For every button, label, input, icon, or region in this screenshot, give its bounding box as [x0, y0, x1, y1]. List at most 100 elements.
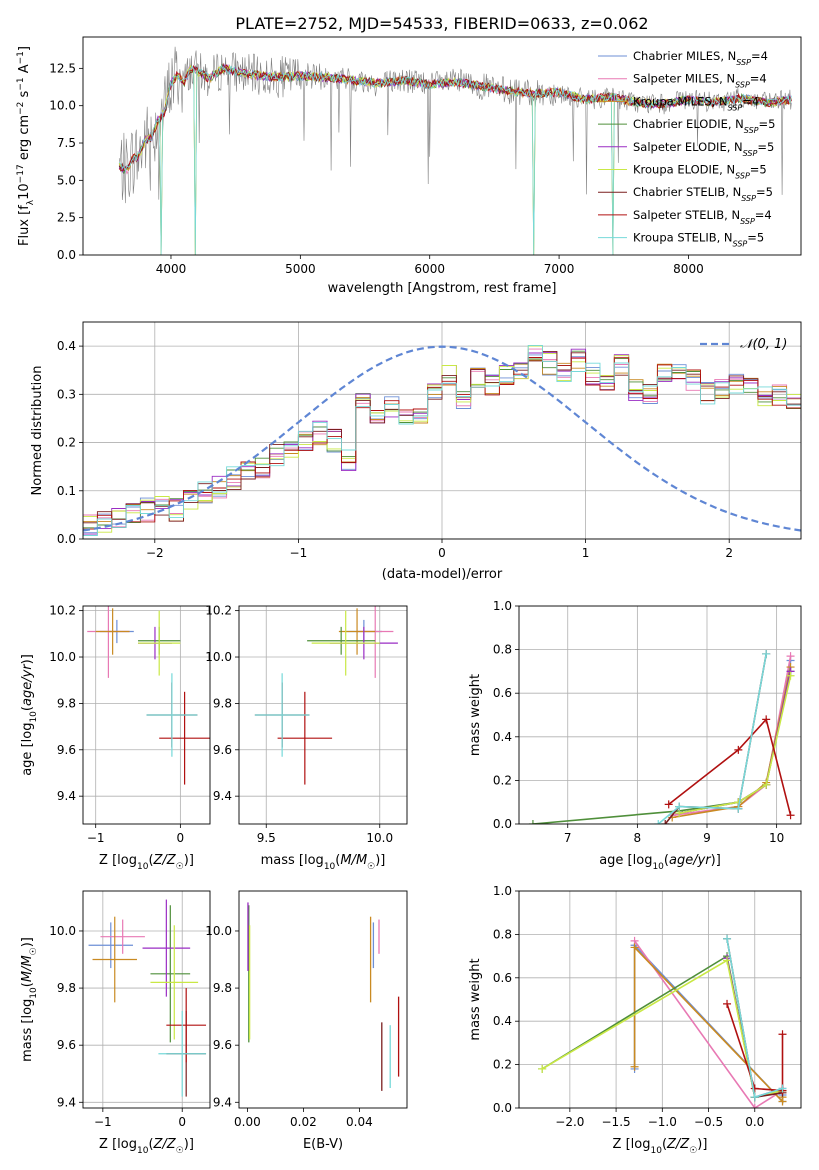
- legend-label-part: Salpeter ELODIE, N: [633, 140, 743, 154]
- legend-label-part: =4: [751, 49, 768, 63]
- label-part: )]: [184, 1137, 194, 1152]
- y-tick-label: 0.6: [493, 686, 512, 700]
- weight-marker-salpeter_miles: [786, 652, 795, 661]
- legend-label-part: =4: [755, 208, 772, 222]
- label-part: )]: [375, 853, 385, 868]
- label-part: erg cm: [17, 115, 32, 164]
- label-part: (: [148, 853, 153, 868]
- x-tick-label: 8: [634, 831, 642, 845]
- y-axis-label: Flux [fλ10−17 erg cm−2 s−1 A−1]: [16, 46, 36, 246]
- label-part: age/yr: [669, 853, 712, 868]
- y-tick-label: 9.8: [57, 981, 76, 995]
- model-spectrum-kroupa_stelib: [118, 64, 792, 255]
- y-tick-label: 0.6: [493, 971, 512, 985]
- label-part: (: [148, 1137, 153, 1152]
- x-axis-label: wavelength [Angstrom, rest frame]: [328, 281, 557, 296]
- x-tick-label: 0.02: [290, 1115, 317, 1129]
- label-part: Z [log: [99, 1137, 137, 1152]
- x-axis-label: mass [log10(M/M☉)]: [261, 853, 386, 872]
- legend-label-part: =5: [750, 163, 767, 177]
- x-tick-label: 0: [178, 1115, 186, 1129]
- weight-line-salpeter_miles: [633, 940, 783, 1108]
- y-tick-label: 10.2: [49, 604, 76, 618]
- y-tick-label: 0.2: [493, 773, 512, 787]
- y-tick-label: 9.8: [213, 696, 232, 710]
- label-part: 10: [324, 862, 336, 872]
- label-part: Z [log: [613, 1137, 651, 1152]
- y-tick-label: 9.6: [213, 1038, 232, 1052]
- histogram-chabrier_miles: [83, 354, 801, 539]
- label-part: Z/Z: [666, 1137, 690, 1152]
- label-part: −17: [16, 164, 26, 183]
- label-part: age/yr: [20, 663, 35, 706]
- label-part: )]: [20, 654, 35, 664]
- weight-marker-chabrier_stelib: [661, 820, 670, 824]
- figure-title: PLATE=2752, MJD=54533, FIBERID=0633, z=0…: [235, 14, 648, 33]
- legend-label-part: Kroupa MILES, N: [633, 94, 728, 108]
- y-tick-label: 9.6: [213, 743, 232, 757]
- weight-marker-kroupa_elodie: [762, 780, 771, 789]
- y-tick-label: 0.8: [493, 927, 512, 941]
- legend-label-part: Chabrier STELIB, N: [633, 185, 741, 199]
- plot-area: [519, 891, 801, 1108]
- legend-label: Kroupa STELIB, NSSP=5: [633, 231, 764, 249]
- y-axis-label: Normed distribution: [30, 366, 45, 496]
- weight-marker-kroupa_stelib: [675, 802, 684, 811]
- legend-label-part: SSP: [733, 239, 748, 248]
- weight-marker-salpeter_stelib: [734, 745, 743, 754]
- weight-marker-salpeter_stelib: [786, 811, 795, 820]
- x-tick-label: −2: [146, 546, 164, 560]
- panel-2: −2 −1 0 1 2 0.0 0.1 0.2 0.3 0.4 𝒩(0, 1) (data-model…: [30, 321, 802, 582]
- legend-label-part: Kroupa STELIB, N: [633, 231, 733, 245]
- legend-label-part: SSP: [743, 148, 758, 157]
- label-part: A: [17, 64, 32, 77]
- weight-marker-kroupa_stelib: [734, 804, 743, 813]
- y-tick-label: 10.0: [49, 924, 76, 938]
- y-tick-label: 0.0: [57, 248, 76, 262]
- weight-marker-kroupa_stelib: [654, 820, 663, 824]
- y-tick-label: 9.4: [57, 1095, 76, 1109]
- legend-label-part: =5: [759, 117, 776, 131]
- label-part: 10: [17, 183, 32, 200]
- x-tick-label: 10.0: [366, 831, 393, 845]
- weight-marker-salpeter_stelib: [762, 715, 771, 724]
- label-part: M/M: [20, 955, 35, 982]
- panel-3: −1 09.49.69.810.010.2Z [log10(Z/Z☉)]age […: [20, 604, 211, 872]
- weight-marker-kroupa_stelib: [750, 1093, 759, 1102]
- x-axis-label: Z [log10(Z/Z☉)]: [99, 853, 194, 872]
- label-part: 10: [29, 987, 39, 999]
- x-tick-label: −1.5: [602, 1115, 631, 1129]
- weight-line-kroupa_miles: [672, 666, 792, 819]
- y-tick-label: 0.2: [493, 1058, 512, 1072]
- weight-marker-kroupa_elodie: [723, 956, 732, 965]
- axes-frame: [82, 321, 802, 540]
- label-part: ☉: [367, 862, 375, 872]
- label-part: −1: [16, 51, 26, 64]
- y-axis-label: mass [log10(M/M☉)]: [20, 937, 39, 1062]
- label-part: (: [20, 706, 35, 711]
- weight-marker-salpeter_stelib: [664, 800, 673, 809]
- plot-area: [118, 46, 792, 255]
- x-tick-label: 0.00: [234, 1115, 261, 1129]
- x-axis-label: E(B-V): [303, 1137, 343, 1152]
- label-part: ☉: [176, 862, 184, 872]
- weight-marker-kroupa_stelib: [762, 649, 771, 658]
- legend-label-part: Salpeter STELIB, N: [633, 208, 740, 222]
- legend-label-part: SSP: [740, 216, 755, 225]
- legend-label: Salpeter ELODIE, NSSP=5: [633, 140, 774, 158]
- y-tick-label: 10.2: [205, 604, 232, 618]
- normal-curve: [83, 345, 801, 532]
- x-tick-label: 9: [703, 831, 711, 845]
- legend-label-part: =5: [756, 185, 773, 199]
- label-part: 10: [137, 1146, 149, 1156]
- y-tick-label: 0.3: [57, 387, 76, 401]
- x-tick-label: 1: [582, 546, 590, 560]
- axes-frame: [82, 605, 211, 825]
- plot-area: [83, 891, 210, 1108]
- histogram-chabrier_stelib: [83, 350, 801, 539]
- y-tick-label: 0.4: [57, 339, 76, 353]
- legend-label: Salpeter MILES, NSSP=4: [633, 72, 767, 90]
- legend-label-part: SSP: [735, 80, 750, 89]
- label-part: λ: [26, 199, 36, 205]
- y-tick-label: 2.5: [57, 211, 76, 225]
